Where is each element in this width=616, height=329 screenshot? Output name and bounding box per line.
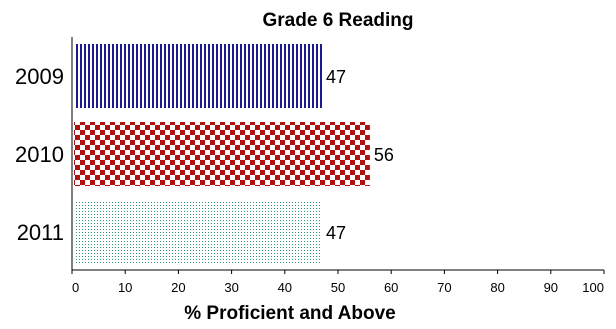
- x-tick-label: 30: [224, 280, 238, 295]
- x-tick-label: 80: [490, 280, 504, 295]
- data-labels: 47 56 47: [326, 67, 394, 243]
- data-label: 47: [326, 223, 346, 243]
- bar-2011: [74, 200, 323, 264]
- x-tick-label: 0: [72, 280, 79, 295]
- chart-title: Grade 6 Reading: [263, 10, 414, 31]
- data-label: 47: [326, 67, 346, 87]
- bars-layer: [74, 44, 370, 264]
- x-axis-ticks: 0 10 20 30 40 50 60 70 80 90 100: [71, 270, 605, 295]
- x-tick-label: 20: [171, 280, 185, 295]
- x-tick-label: 70: [437, 280, 451, 295]
- bar-2009: [74, 44, 323, 108]
- category-label: 2011: [17, 220, 64, 245]
- category-label: 2010: [15, 142, 64, 167]
- category-labels: 2009 2010 2011: [15, 64, 64, 245]
- x-tick-label: 90: [544, 280, 558, 295]
- bar-2010: [74, 122, 370, 186]
- x-tick-label: 50: [331, 280, 345, 295]
- category-label: 2009: [15, 64, 64, 89]
- x-tick-label: 60: [384, 280, 398, 295]
- x-axis-label: % Proficient and Above: [184, 303, 396, 324]
- x-tick-label: 100: [582, 280, 604, 295]
- data-label: 56: [374, 145, 394, 165]
- x-tick-label: 10: [118, 280, 132, 295]
- x-tick-label: 40: [278, 280, 292, 295]
